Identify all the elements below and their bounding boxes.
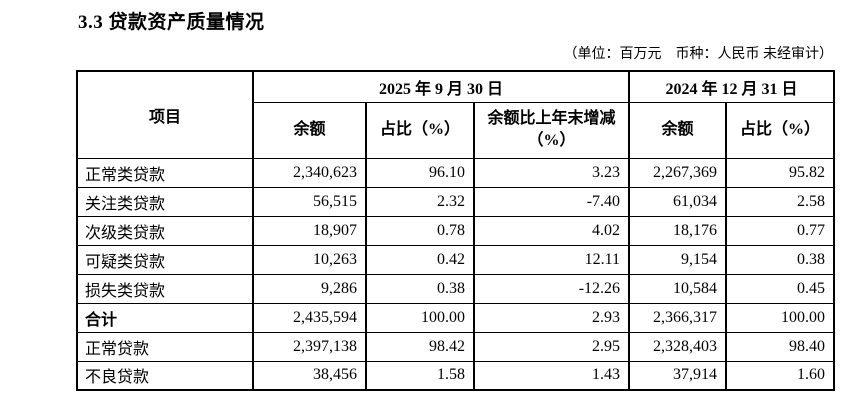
cell-change: 12.11 [472, 244, 631, 275]
cell-balance-2024: 9,154 [628, 244, 728, 275]
cell-ratio-2024: 0.77 [725, 215, 836, 246]
cell-ratio-2024: 100.00 [725, 302, 836, 333]
header-period-2024: 2024 年 12 月 31 日 [628, 70, 836, 103]
table-row-total: 合计 2,435,594 100.00 2.93 2,366,317 100.0… [76, 302, 836, 333]
cell-balance-2025: 38,456 [252, 360, 367, 391]
cell-balance-2024: 10,584 [628, 273, 728, 304]
cell-balance-2025: 2,397,138 [252, 331, 367, 362]
cell-change: 1.43 [472, 360, 631, 391]
cell-label: 不良贷款 [76, 360, 254, 391]
cell-balance-2024: 18,176 [628, 215, 728, 246]
table-row-non-performing-loans: 不良贷款 38,456 1.58 1.43 37,914 1.60 [76, 360, 836, 391]
loan-quality-table: 项目 2025 年 9 月 30 日 2024 年 12 月 31 日 余额 占… [76, 70, 836, 391]
cell-balance-2024: 61,034 [628, 186, 728, 217]
table-row-performing-loans: 正常贷款 2,397,138 98.42 2.95 2,328,403 98.4… [76, 331, 836, 362]
cell-change: 4.02 [472, 215, 631, 246]
cell-balance-2024: 2,267,369 [628, 157, 728, 188]
cell-balance-2024: 2,366,317 [628, 302, 728, 333]
unit-currency-note: （单位：百万元 币种：人民币 未经审计） [563, 47, 834, 62]
cell-ratio-2024: 2.58 [725, 186, 836, 217]
cell-label: 正常贷款 [76, 331, 254, 362]
header-ratio-2024: 占比（%） [725, 101, 836, 159]
cell-ratio-2025: 0.78 [365, 215, 475, 246]
cell-label: 正常类贷款 [76, 157, 254, 188]
cell-ratio-2025: 98.42 [365, 331, 475, 362]
cell-change: 3.23 [472, 157, 631, 188]
cell-ratio-2024: 0.38 [725, 244, 836, 275]
cell-label: 可疑类贷款 [76, 244, 254, 275]
cell-change: 2.95 [472, 331, 631, 362]
header-item: 项目 [76, 70, 254, 159]
cell-label: 关注类贷款 [76, 186, 254, 217]
header-change-2025: 余额比上年末增减（%） [472, 101, 631, 159]
cell-balance-2024: 2,328,403 [628, 331, 728, 362]
table-row-normal-category: 正常类贷款 2,340,623 96.10 3.23 2,267,369 95.… [76, 157, 836, 188]
section-title: 3.3 贷款资产质量情况 [78, 12, 265, 33]
table-header-row-periods: 项目 2025 年 9 月 30 日 2024 年 12 月 31 日 [76, 70, 836, 159]
cell-ratio-2025: 100.00 [365, 302, 475, 333]
table-row-loss: 损失类贷款 9,286 0.38 -12.26 10,584 0.45 [76, 273, 836, 304]
cell-change: -12.26 [472, 273, 631, 304]
cell-change: 2.93 [472, 302, 631, 333]
cell-ratio-2024: 98.40 [725, 331, 836, 362]
document-page: 3.3 贷款资产质量情况 （单位：百万元 币种：人民币 未经审计） 项目 202… [76, 12, 836, 391]
cell-ratio-2024: 95.82 [725, 157, 836, 188]
cell-balance-2025: 56,515 [252, 186, 367, 217]
cell-label: 损失类贷款 [76, 273, 254, 304]
cell-balance-2025: 9,286 [252, 273, 367, 304]
cell-ratio-2025: 96.10 [365, 157, 475, 188]
table-row-substandard: 次级类贷款 18,907 0.78 4.02 18,176 0.77 [76, 215, 836, 246]
cell-ratio-2024: 1.60 [725, 360, 836, 391]
header-ratio-2025: 占比（%） [365, 101, 475, 159]
cell-ratio-2025: 2.32 [365, 186, 475, 217]
cell-balance-2024: 37,914 [628, 360, 728, 391]
table-row-special-mention: 关注类贷款 56,515 2.32 -7.40 61,034 2.58 [76, 186, 836, 217]
cell-balance-2025: 2,435,594 [252, 302, 367, 333]
cell-balance-2025: 10,263 [252, 244, 367, 275]
cell-label: 合计 [76, 302, 254, 333]
header-balance-2025: 余额 [252, 101, 367, 159]
cell-change: -7.40 [472, 186, 631, 217]
header-period-2025: 2025 年 9 月 30 日 [251, 70, 631, 103]
header-balance-2024: 余额 [628, 101, 728, 159]
cell-ratio-2024: 0.45 [725, 273, 836, 304]
cell-ratio-2025: 1.58 [365, 360, 475, 391]
cell-ratio-2025: 0.42 [365, 244, 475, 275]
cell-balance-2025: 18,907 [252, 215, 367, 246]
table-row-doubtful: 可疑类贷款 10,263 0.42 12.11 9,154 0.38 [76, 244, 836, 275]
cell-ratio-2025: 0.38 [365, 273, 475, 304]
table-header-row-measures: 余额 占比（%） 余额比上年末增减（%） 余额 占比（%） [77, 101, 836, 159]
cell-balance-2025: 2,340,623 [252, 157, 367, 188]
cell-label: 次级类贷款 [76, 215, 254, 246]
